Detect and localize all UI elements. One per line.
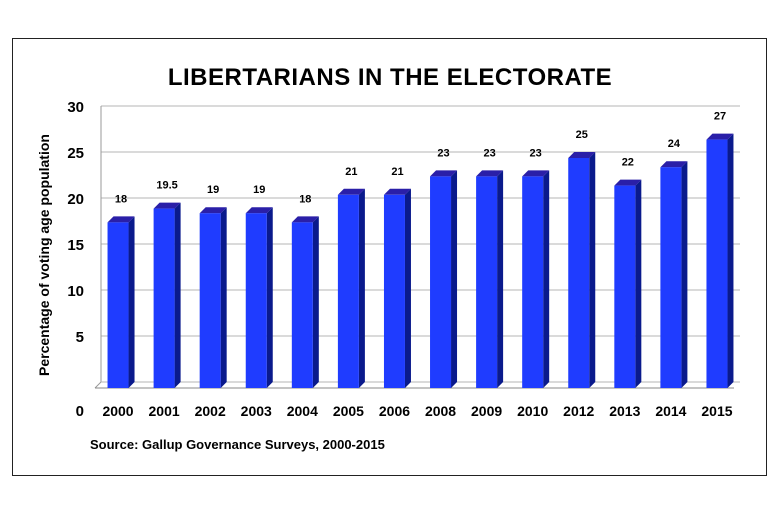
- data-label: 23: [483, 147, 495, 159]
- bar-side: [589, 152, 596, 388]
- bar: [199, 213, 221, 388]
- x-tick-label: 2005: [333, 403, 364, 419]
- bar: [107, 222, 129, 388]
- bar-top: [291, 216, 319, 223]
- bar-top: [706, 133, 734, 140]
- chart-title: LIBERTARIANS IN THE ELECTORATE: [167, 64, 613, 91]
- data-label: 19.5: [156, 180, 177, 192]
- y-tick-label: 15: [67, 237, 84, 254]
- data-label: 23: [530, 147, 542, 159]
- data-label: 25: [576, 129, 588, 141]
- data-label: 27: [714, 111, 726, 123]
- bar-top: [614, 179, 642, 186]
- floor-edge: [94, 381, 102, 389]
- bar-side: [312, 216, 319, 388]
- bar-side: [128, 216, 135, 388]
- bar-side: [174, 202, 181, 388]
- x-tick-label: 2001: [149, 403, 180, 419]
- bar-side: [451, 170, 458, 388]
- x-tick-label: 2004: [287, 403, 318, 419]
- x-tick-label: 2000: [102, 403, 133, 419]
- bar: [383, 194, 405, 388]
- chart-source: Source: Gallup Governance Surveys, 2000-…: [90, 437, 385, 452]
- bar: [476, 176, 498, 388]
- bar: [660, 167, 682, 388]
- bar-top: [522, 170, 550, 177]
- bar: [706, 139, 728, 388]
- y-tick-label: 10: [67, 283, 84, 300]
- bar-top: [245, 207, 273, 214]
- x-tick-label: 2008: [425, 403, 456, 419]
- x-tick-label: 2010: [517, 403, 548, 419]
- x-tick-label: 2002: [195, 403, 226, 419]
- data-label: 19: [207, 184, 219, 196]
- bar-side: [266, 207, 273, 388]
- x-tick-label: 2014: [655, 403, 686, 419]
- bar-side: [681, 161, 688, 388]
- bar-side: [404, 188, 411, 388]
- x-tick-label: 2013: [609, 403, 640, 419]
- data-label: 18: [299, 193, 311, 205]
- y-tick-label: 5: [76, 329, 84, 346]
- x-tick-label: 2015: [701, 403, 732, 419]
- bar-top: [153, 202, 181, 209]
- bar: [337, 194, 359, 388]
- bar-top: [660, 161, 688, 168]
- data-label: 19: [253, 184, 265, 196]
- bar-side: [220, 207, 227, 388]
- bar-top: [568, 152, 596, 158]
- y-tick-label: 0: [76, 403, 84, 420]
- data-label: 21: [391, 166, 403, 178]
- x-tick-label: 2006: [379, 403, 410, 419]
- bar-side: [497, 170, 504, 388]
- bar: [430, 176, 452, 388]
- y-tick-label: 30: [67, 99, 84, 116]
- y-tick-label: 20: [67, 191, 84, 208]
- data-label: 21: [345, 166, 357, 178]
- data-label: 24: [668, 138, 681, 150]
- bar: [153, 208, 175, 388]
- x-tick-label: 2009: [471, 403, 502, 419]
- bar-top: [476, 170, 504, 177]
- bar-top: [337, 188, 365, 195]
- bar-top: [107, 216, 135, 223]
- bar: [614, 185, 636, 388]
- bar-side: [635, 179, 642, 388]
- bar-top: [199, 207, 227, 214]
- x-tick-label: 2012: [563, 403, 594, 419]
- y-tick-label: 25: [67, 145, 84, 162]
- bar: [568, 158, 590, 388]
- bar-top: [430, 170, 458, 177]
- data-label: 23: [437, 147, 449, 159]
- x-tick-label: 2003: [241, 403, 272, 419]
- data-label: 22: [622, 157, 634, 169]
- bar-top: [383, 188, 411, 195]
- bar: [522, 176, 544, 388]
- bar: [291, 222, 313, 388]
- bar-side: [727, 133, 734, 388]
- bar: [245, 213, 267, 388]
- data-label: 18: [115, 193, 127, 205]
- bar-side: [358, 188, 365, 388]
- bar-side: [543, 170, 550, 388]
